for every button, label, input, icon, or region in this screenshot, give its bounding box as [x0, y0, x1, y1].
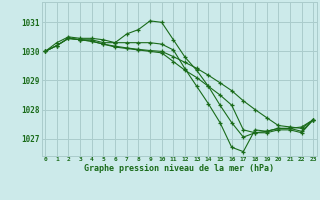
- X-axis label: Graphe pression niveau de la mer (hPa): Graphe pression niveau de la mer (hPa): [84, 164, 274, 173]
